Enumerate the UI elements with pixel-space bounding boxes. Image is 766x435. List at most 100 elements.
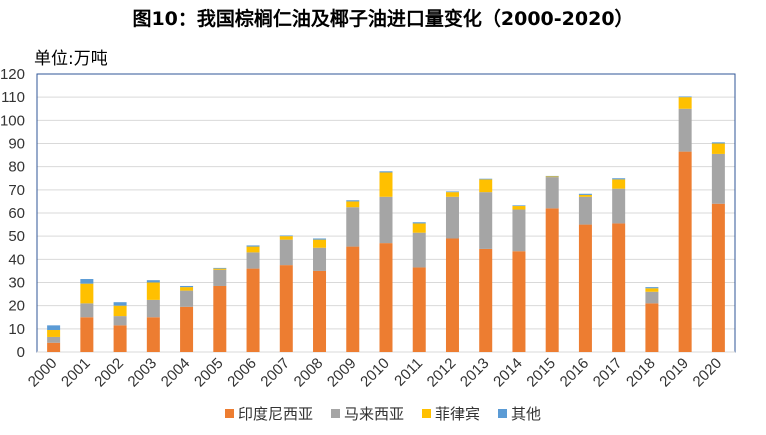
bar-2002-series-3 (113, 302, 127, 306)
x-tick-label: 2005 (191, 355, 227, 391)
bar-2012-series-1 (445, 196, 459, 239)
y-tick-label: 90 (8, 136, 25, 153)
bar-2000-series-3 (47, 325, 61, 330)
bar-2004-series-2 (180, 287, 194, 291)
bar-2009-series-1 (346, 207, 360, 247)
bar-2013-series-3 (479, 178, 493, 180)
bar-2005-series-0 (213, 285, 227, 352)
y-tick-label: 60 (8, 205, 25, 222)
bar-2002-series-0 (113, 325, 127, 352)
legend: 印度尼西亚 马来西亚 菲律宾 其他 (0, 403, 766, 424)
bar-2004-series-1 (180, 290, 194, 307)
bar-2000-series-1 (47, 336, 61, 343)
bar-2014-series-1 (512, 209, 526, 252)
bar-2008-series-0 (313, 270, 327, 352)
bar-2016-series-2 (578, 194, 592, 197)
bar-2016-series-3 (578, 193, 592, 195)
x-tick-label: 2018 (623, 355, 659, 391)
bar-2013-series-2 (479, 179, 493, 193)
bar-2006-series-1 (246, 252, 260, 269)
bar-2001-series-1 (80, 303, 94, 318)
bar-2017-series-0 (612, 223, 626, 352)
bar-2017-series-2 (612, 179, 626, 189)
bar-2017-series-1 (612, 188, 626, 224)
y-tick-label: 10 (8, 321, 25, 338)
bar-2005-series-1 (213, 269, 227, 286)
x-tick-label: 2003 (125, 355, 161, 391)
bar-2018-series-3 (645, 287, 659, 289)
bar-2014-series-2 (512, 206, 526, 210)
bar-2005-series-3 (213, 267, 227, 269)
bar-2016-series-1 (578, 196, 592, 225)
x-tick-label: 2019 (656, 355, 692, 391)
x-tick-label: 2015 (523, 355, 559, 391)
bar-2012-series-0 (445, 238, 459, 352)
bar-2014-series-3 (512, 205, 526, 207)
bar-2002-series-1 (113, 316, 127, 326)
bar-2004-series-3 (180, 285, 194, 288)
bar-2013-series-1 (479, 192, 493, 249)
x-tick-label: 2020 (690, 355, 726, 391)
bar-2001-series-2 (80, 283, 94, 304)
x-tick-label: 2000 (25, 355, 61, 391)
bar-2002-series-2 (113, 305, 127, 317)
bar-2005-series-2 (213, 268, 227, 270)
bar-2020-series-3 (711, 142, 725, 144)
bar-2011-series-3 (412, 222, 426, 224)
bar-2016-series-0 (578, 224, 592, 352)
bar-2001-series-0 (80, 317, 94, 352)
bar-2018-series-2 (645, 288, 659, 292)
y-tick-label: 110 (1, 89, 25, 106)
y-tick-label: 30 (8, 275, 25, 292)
legend-label: 印度尼西亚 (237, 405, 313, 423)
bar-2004-series-0 (180, 306, 194, 352)
bar-2010-series-0 (379, 243, 393, 352)
bar-2003-series-2 (146, 282, 160, 300)
x-tick-label: 2007 (257, 355, 293, 391)
x-tick-label: 2014 (490, 355, 526, 391)
bar-2019-series-2 (678, 97, 692, 109)
bar-2018-series-1 (645, 291, 659, 304)
x-tick-label: 2011 (391, 355, 426, 390)
bar-2015-series-0 (545, 208, 559, 352)
y-tick-label: 20 (8, 298, 25, 315)
legend-item: 其他 (498, 403, 541, 424)
bar-2013-series-0 (479, 248, 493, 352)
y-tick-label: 40 (8, 251, 25, 268)
x-tick-label: 2016 (557, 355, 593, 391)
bar-2000-series-0 (47, 342, 61, 352)
legend-swatch (422, 409, 431, 418)
bar-2011-series-1 (412, 232, 426, 268)
bar-2015-series-1 (545, 177, 559, 209)
bar-2017-series-3 (612, 178, 626, 180)
bar-2001-series-3 (80, 279, 94, 284)
bar-2020-series-1 (711, 153, 725, 204)
bar-2019-series-1 (678, 108, 692, 152)
bar-2012-series-3 (445, 191, 459, 193)
chart-title: 图10：我国棕榈仁油及椰子油进口量变化（2000-2020） (132, 8, 634, 30)
bar-2019-series-0 (678, 151, 692, 352)
bar-2006-series-0 (246, 268, 260, 352)
bar-2019-series-3 (678, 96, 692, 98)
legend-label: 马来西亚 (343, 405, 404, 423)
legend-label: 其他 (511, 405, 542, 423)
bar-2012-series-2 (445, 192, 459, 197)
y-tick-label: 120 (0, 66, 25, 83)
x-tick-label: 2004 (158, 355, 194, 391)
bar-2007-series-2 (279, 236, 293, 240)
bar-2014-series-0 (512, 251, 526, 352)
bar-2007-series-0 (279, 265, 293, 352)
x-tick-label: 2006 (224, 355, 260, 391)
legend-item: 印度尼西亚 (224, 403, 313, 424)
x-tick-label: 2012 (424, 355, 460, 391)
bar-2008-series-3 (313, 238, 327, 240)
x-tick-label: 2010 (357, 355, 393, 391)
bar-2007-series-1 (279, 239, 293, 266)
bar-2009-series-2 (346, 201, 360, 208)
bar-2006-series-2 (246, 246, 260, 253)
legend-swatch (498, 409, 508, 418)
y-tick-label: 0 (17, 344, 25, 361)
bar-2008-series-1 (313, 247, 327, 271)
x-tick-label: 2008 (291, 355, 327, 391)
